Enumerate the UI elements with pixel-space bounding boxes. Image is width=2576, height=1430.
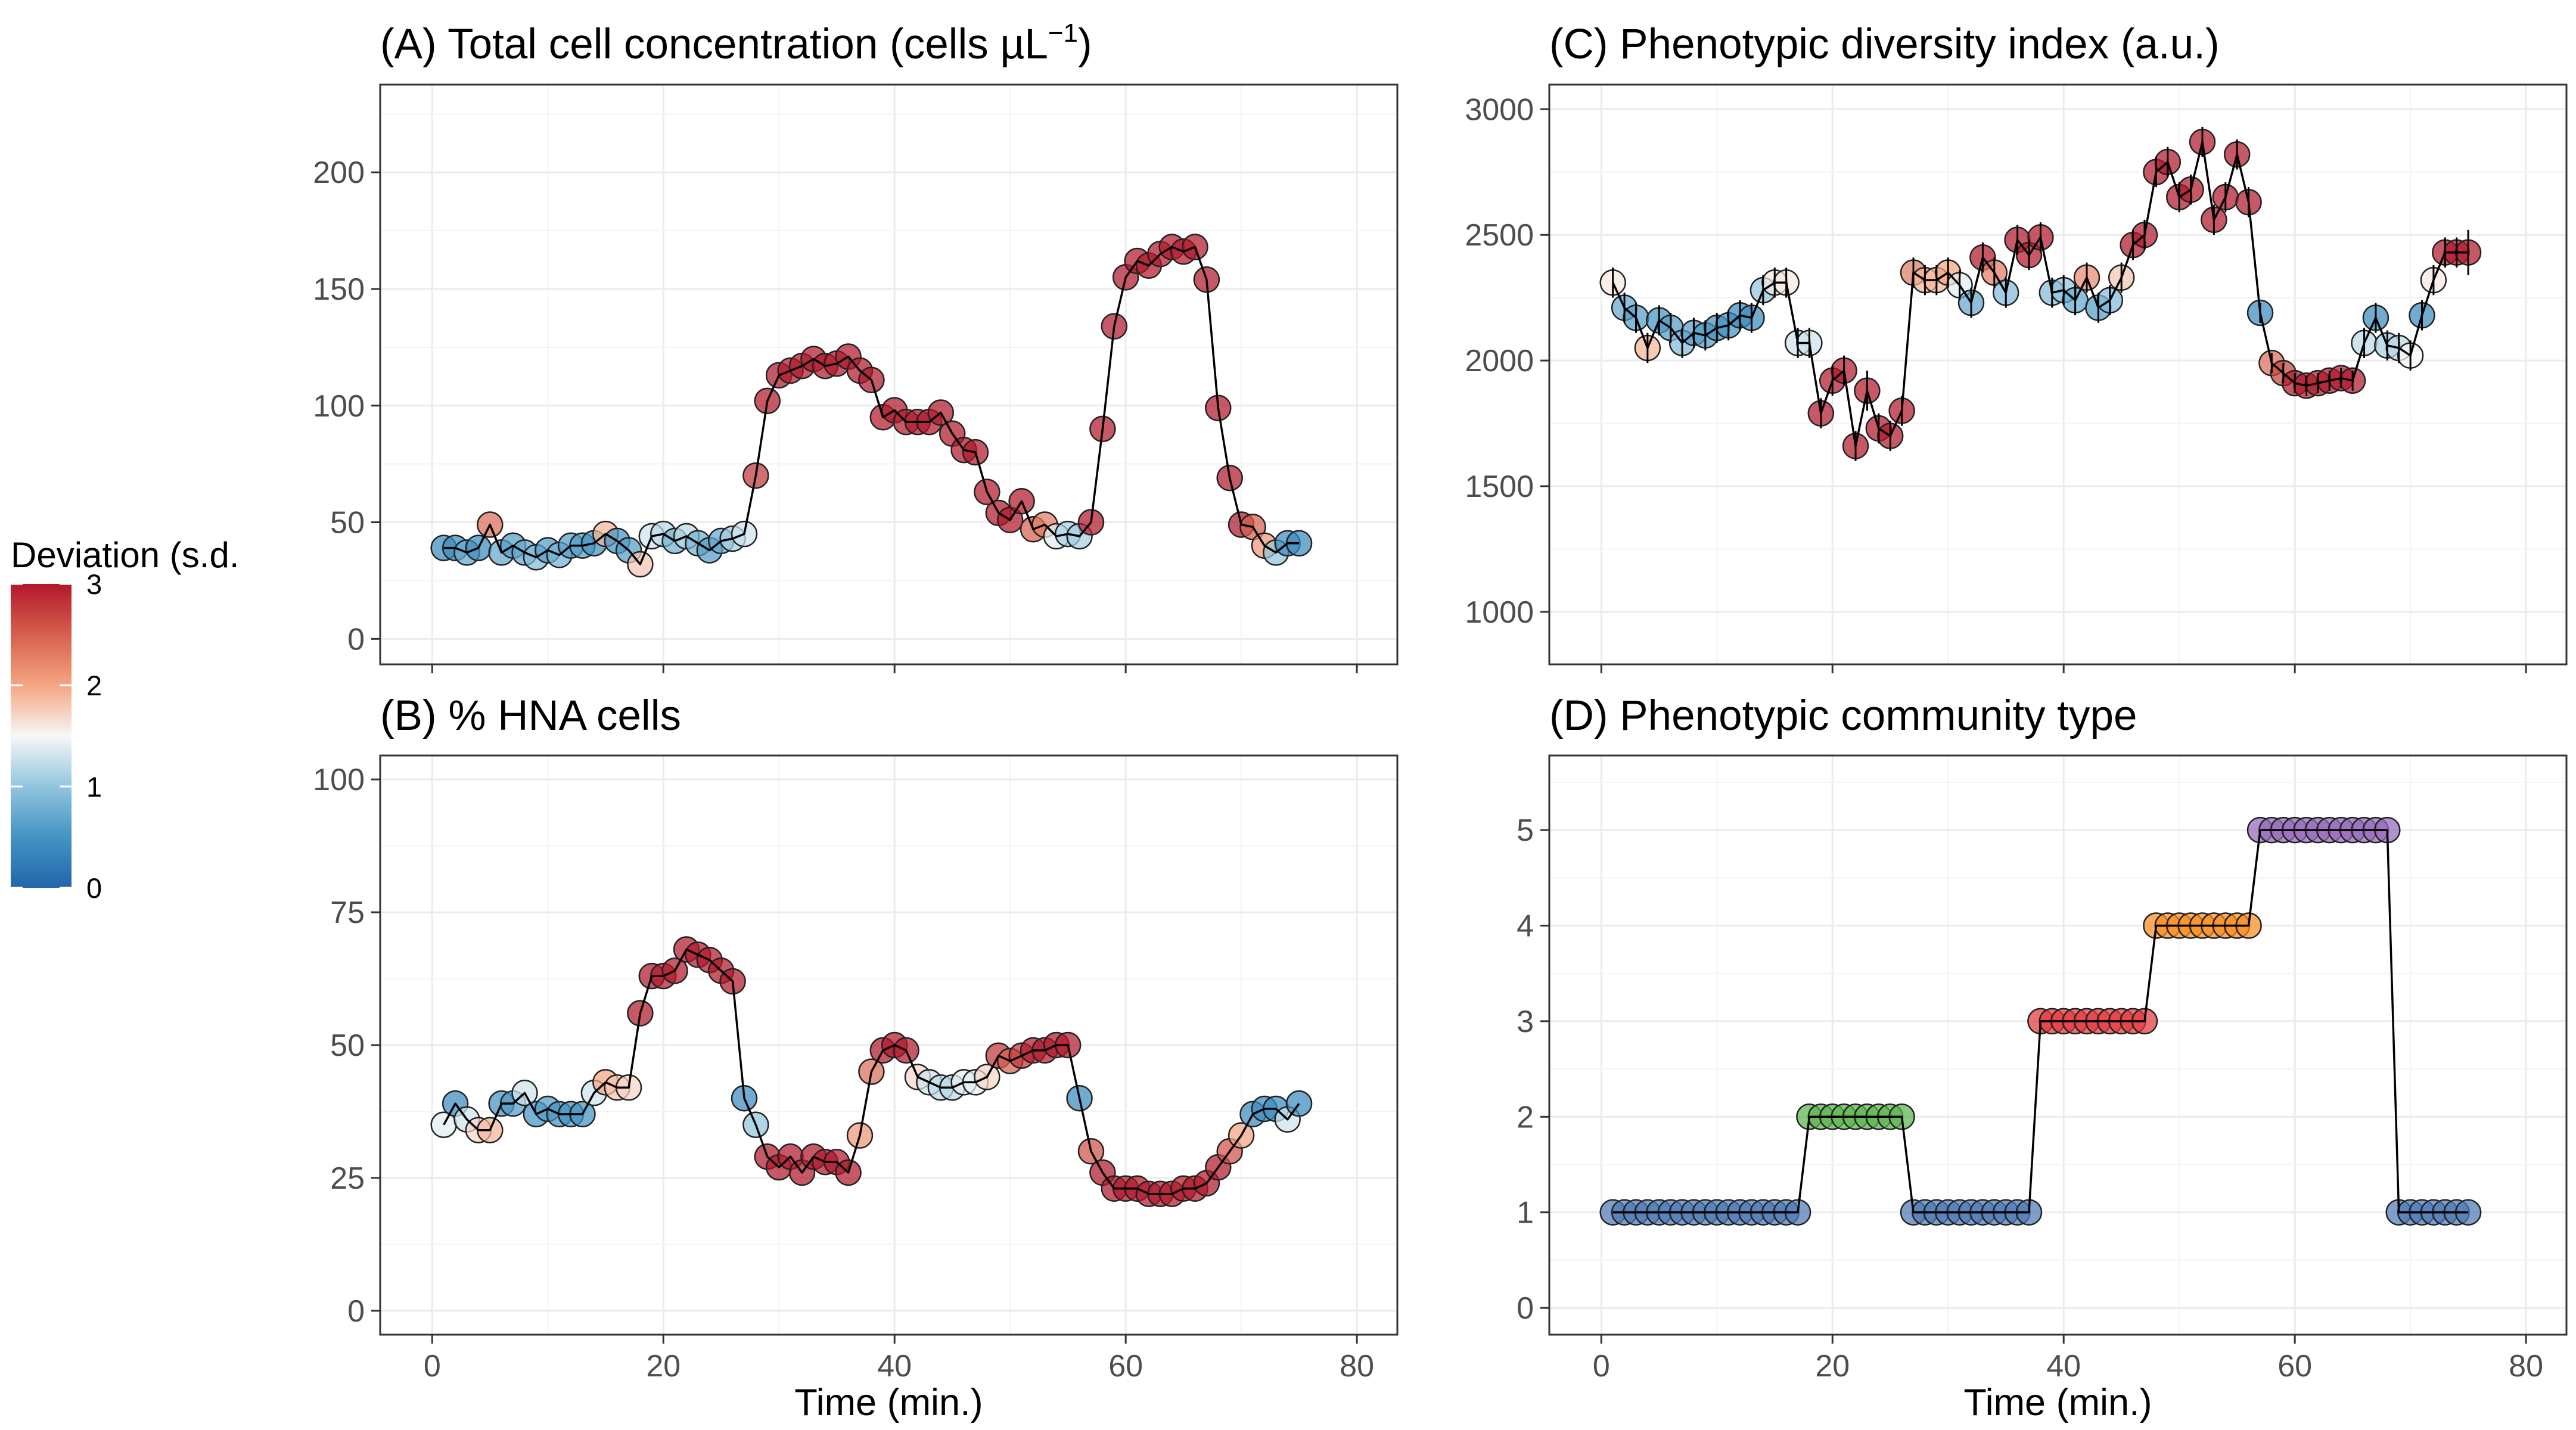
panel-c-title: (C) Phenotypic diversity index (a.u.) [1549, 21, 2220, 68]
y-tick-label: 0 [347, 622, 365, 657]
x-tick-label: 80 [1340, 1349, 1374, 1384]
y-tick-label: 50 [330, 506, 365, 540]
series-line [1612, 829, 2469, 1214]
x-tick-label: 40 [877, 1349, 912, 1384]
panel-a-title-end: ) [1078, 21, 1092, 68]
legend-tick-label: 3 [86, 568, 102, 600]
panel-a-title: (A) Total cell concentration (cells µL−1… [380, 18, 1092, 68]
plot-background [1549, 756, 2566, 1335]
x-tick-label: 40 [2046, 1349, 2081, 1384]
panel-d-x-axis-label: Time (min.) [1963, 1382, 2152, 1423]
panel-b-title: (B) % HNA cells [380, 692, 681, 739]
y-tick-label: 0 [1517, 1291, 1534, 1326]
panel-a-title-superscript: −1 [1048, 18, 1078, 48]
panel-d-marks [1599, 816, 2482, 1226]
panel-c-grid [1549, 85, 2566, 664]
y-tick-label: 25 [330, 1161, 365, 1196]
y-tick-label: 4 [1517, 909, 1534, 944]
legend-tick-label: 2 [86, 670, 102, 701]
plot-background [1549, 85, 2566, 664]
legend-ticks: 0 1 2 3 [11, 568, 102, 904]
y-tick-label: 50 [330, 1028, 365, 1063]
panel-a-grid [380, 85, 1397, 664]
panel-d: 0 20 40 60 80 0 1 2 3 4 5 (D) Phenotypic community… [1517, 692, 2568, 1423]
panel-c-axes: 1000 1500 2000 2500 3000 [1465, 92, 2527, 673]
panel-d-frame [1548, 754, 2568, 1336]
y-tick-label: 1000 [1465, 595, 1534, 630]
panel-b-axes: 0 20 40 60 80 0 25 50 75 100 [313, 763, 1374, 1384]
x-tick-label: 20 [646, 1349, 680, 1384]
x-tick-label: 20 [1815, 1349, 1850, 1384]
y-tick-label: 200 [313, 156, 365, 190]
y-tick-label: 2500 [1465, 218, 1534, 253]
y-tick-label: 1 [1517, 1196, 1534, 1230]
panel-c-frame [1548, 83, 2568, 666]
panel-d-title: (D) Phenotypic community type [1549, 692, 2137, 739]
panel-a: 0 50 100 150 200 (A) Total cell concentratio… [313, 18, 1399, 673]
series-line [1612, 141, 2469, 447]
x-tick-label: 80 [2509, 1349, 2543, 1384]
y-tick-label: 1500 [1465, 470, 1534, 504]
panel-b: 0 20 40 60 80 0 25 50 75 100 (B) % HNA cells Time… [313, 692, 1399, 1423]
plot-background [380, 85, 1397, 664]
series-line [443, 948, 1300, 1195]
y-tick-label: 2 [1517, 1100, 1534, 1134]
panel-c: 1000 1500 2000 2500 3000 (C) Phenotypic dive… [1465, 21, 2568, 673]
series-line [443, 245, 1300, 565]
x-tick-label: 0 [1593, 1349, 1610, 1384]
y-tick-label: 3 [1517, 1005, 1534, 1039]
y-tick-label: 0 [347, 1294, 365, 1329]
panel-b-marks [430, 936, 1313, 1207]
y-tick-label: 5 [1517, 813, 1534, 848]
legend-tick-label: 0 [86, 872, 102, 904]
legend-colorbar [11, 584, 72, 888]
y-tick-label: 150 [313, 272, 365, 307]
panel-c-marks [1599, 126, 2482, 461]
panel-a-axes: 0 50 100 150 200 [313, 156, 1358, 673]
y-tick-label: 100 [313, 389, 365, 424]
panel-a-frame [379, 83, 1399, 666]
y-tick-label: 2000 [1465, 344, 1534, 378]
panel-a-marks [430, 234, 1313, 578]
y-tick-label: 100 [313, 763, 365, 797]
y-tick-label: 3000 [1465, 92, 1534, 127]
x-tick-label: 0 [424, 1349, 441, 1384]
y-tick-label: 75 [330, 896, 365, 930]
legend: Deviation (s.d. 0 1 2 3 [11, 535, 240, 904]
panel-b-x-axis-label: Time (min.) [794, 1382, 983, 1423]
legend-title: Deviation (s.d. [11, 535, 240, 575]
legend-tick-label: 1 [86, 771, 102, 803]
panel-d-grid [1549, 756, 2566, 1335]
x-tick-label: 60 [2277, 1349, 2312, 1384]
panel-d-axes: 0 20 40 60 80 0 1 2 3 4 5 [1517, 813, 2543, 1384]
x-tick-label: 60 [1108, 1349, 1143, 1384]
